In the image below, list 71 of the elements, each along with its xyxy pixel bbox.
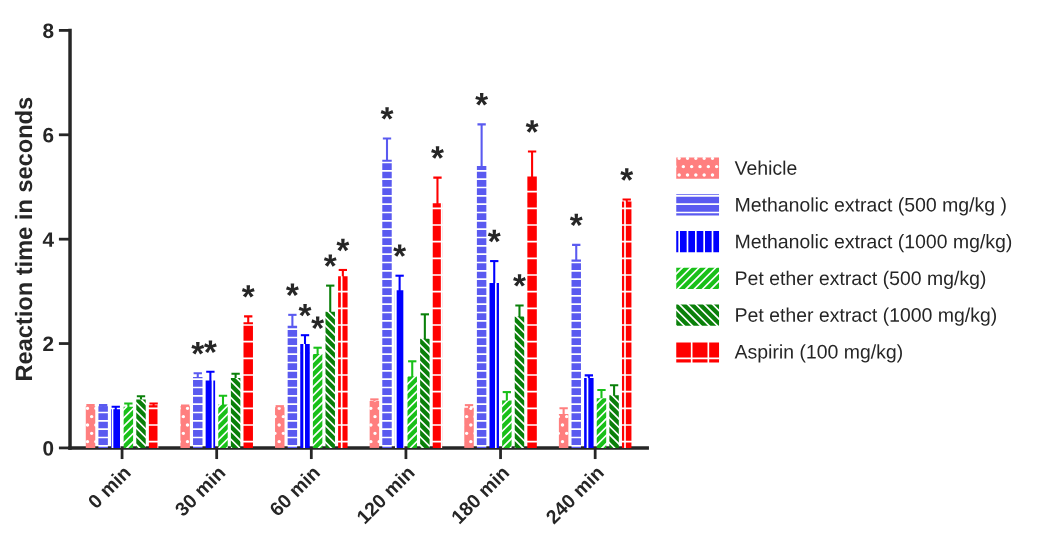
legend-label: Methanolic extract (500 mg/kg ) bbox=[736, 197, 1006, 216]
bar bbox=[218, 404, 228, 448]
x-tick-label: 180 min bbox=[450, 464, 510, 525]
bar bbox=[111, 409, 121, 448]
y-tick-label: 4 bbox=[42, 232, 54, 247]
x-tick-label: 60 min bbox=[268, 464, 321, 518]
y-axis-title: Reaction time in seconds bbox=[14, 97, 33, 380]
bar bbox=[123, 406, 134, 448]
bar bbox=[382, 159, 392, 448]
bar bbox=[609, 395, 619, 448]
legend-label: Methanolic extract (1000 mg/kg) bbox=[736, 234, 1012, 253]
data-label: * bbox=[513, 274, 526, 287]
bar bbox=[136, 399, 146, 448]
bar bbox=[148, 405, 159, 448]
data-label: * bbox=[525, 120, 539, 133]
bar bbox=[596, 398, 607, 448]
y-tick-label: 6 bbox=[43, 127, 54, 143]
bar bbox=[464, 407, 474, 448]
legend-label: Aspirin (100 mg/kg) bbox=[734, 344, 902, 363]
bar bbox=[584, 378, 594, 448]
bar bbox=[621, 201, 632, 448]
bar bbox=[243, 322, 253, 448]
bar bbox=[338, 276, 348, 448]
x-tick-label: 0 min bbox=[86, 464, 132, 510]
bar bbox=[407, 376, 417, 448]
x-tick-label: 120 min bbox=[355, 464, 416, 525]
bar bbox=[502, 400, 512, 448]
legend-label: Vehicle bbox=[734, 160, 797, 175]
data-label: * bbox=[336, 238, 350, 252]
bar bbox=[571, 259, 581, 448]
legend-label: Pet ether extract (500 mg/kg) bbox=[736, 270, 986, 289]
data-label: * bbox=[311, 316, 325, 329]
legend-label: Pet ether extract (1000 mg/kg) bbox=[736, 307, 996, 326]
data-label: * bbox=[286, 283, 299, 297]
data-label: * bbox=[475, 93, 489, 106]
data-label: * bbox=[393, 244, 407, 257]
bar bbox=[432, 203, 443, 448]
bar bbox=[230, 378, 241, 448]
bar bbox=[193, 376, 203, 448]
data-label: * bbox=[431, 146, 444, 159]
x-tick-label: 240 min bbox=[544, 464, 605, 525]
bar bbox=[180, 406, 190, 448]
bar bbox=[489, 283, 499, 448]
data-label: * bbox=[380, 107, 394, 120]
x-tick-label: 30 min bbox=[173, 464, 226, 518]
bar bbox=[476, 166, 487, 448]
data-label: * bbox=[203, 340, 217, 353]
y-tick-label: 0 bbox=[43, 440, 54, 456]
bar bbox=[514, 316, 525, 448]
bar bbox=[527, 176, 537, 448]
bar bbox=[98, 406, 108, 448]
bar bbox=[420, 338, 430, 448]
bar bbox=[312, 353, 323, 448]
bar bbox=[275, 407, 285, 448]
data-label: * bbox=[241, 285, 255, 298]
data-label: * bbox=[487, 229, 501, 243]
bar bbox=[85, 406, 96, 448]
bar bbox=[300, 344, 310, 448]
y-tick-label: 8 bbox=[43, 23, 54, 39]
bar bbox=[558, 414, 569, 448]
data-label: * bbox=[191, 342, 205, 355]
bar bbox=[205, 380, 216, 448]
data-label: * bbox=[323, 254, 337, 267]
y-tick-label: 2 bbox=[43, 336, 54, 352]
bar bbox=[369, 400, 380, 448]
bar bbox=[287, 325, 298, 448]
data-label: * bbox=[620, 168, 634, 181]
data-label: * bbox=[569, 213, 583, 227]
data-label: * bbox=[298, 303, 312, 317]
bar bbox=[394, 290, 405, 448]
bar bbox=[325, 311, 335, 448]
